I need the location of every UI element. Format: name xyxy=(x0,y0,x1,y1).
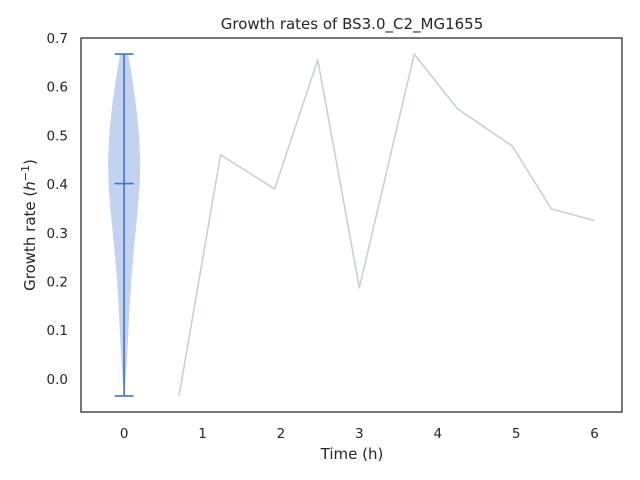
chart-title: Growth rates of BS3.0_C2_MG1655 xyxy=(221,15,484,34)
y-tick-label: 0.2 xyxy=(47,274,68,290)
y-axis-label-exponent: −1 xyxy=(19,165,32,181)
x-tick-label: 3 xyxy=(355,426,364,442)
x-axis-label: Time (h) xyxy=(320,445,384,463)
growth-rate-series-line xyxy=(178,53,595,397)
y-tick-label: 0.1 xyxy=(47,323,68,339)
y-tick-label: 0.7 xyxy=(47,31,68,47)
y-axis-label-main: Growth rate ( xyxy=(21,191,39,291)
y-axis-label: Growth rate (h−1) xyxy=(19,159,39,291)
plot-area xyxy=(108,53,595,397)
plot-frame xyxy=(80,37,623,413)
y-axis-label-unit: h xyxy=(21,181,39,191)
x-tick-label: 1 xyxy=(198,426,207,442)
x-tick-label: 0 xyxy=(120,426,129,442)
x-axis-ticks: 0 1 2 3 4 5 6 xyxy=(120,426,599,442)
y-tick-label: 0.3 xyxy=(47,226,68,242)
y-tick-label: 0.6 xyxy=(47,80,68,96)
x-tick-label: 2 xyxy=(277,426,286,442)
x-tick-label: 5 xyxy=(512,426,521,442)
x-tick-label: 4 xyxy=(433,426,442,442)
y-tick-label: 0.4 xyxy=(47,177,68,193)
y-tick-label: 0.0 xyxy=(47,372,68,388)
x-tick-label: 6 xyxy=(590,426,599,442)
y-tick-label: 0.5 xyxy=(47,128,68,144)
y-axis-ticks: 0.0 0.1 0.2 0.3 0.4 0.5 0.6 0.7 xyxy=(47,31,68,388)
y-axis-label-close: ) xyxy=(21,159,39,165)
